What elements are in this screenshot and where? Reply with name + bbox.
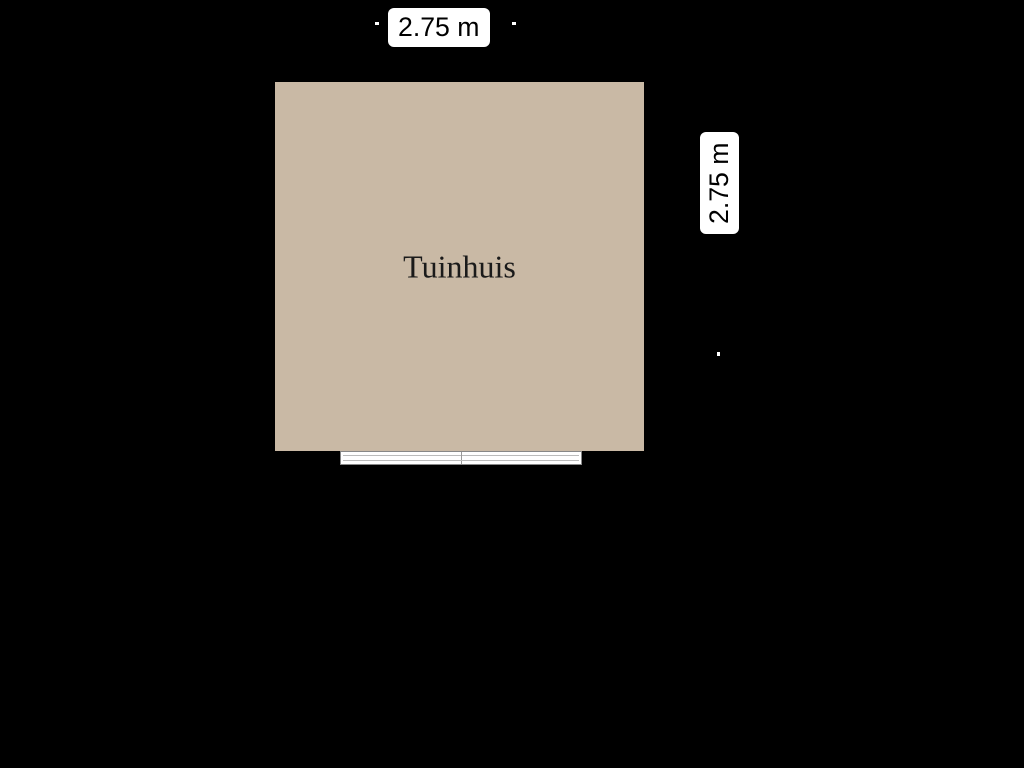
dim-top-tick-left: [375, 22, 379, 25]
room-label: Tuinhuis: [403, 248, 516, 285]
dimension-right-label: 2.75 m: [700, 133, 739, 235]
dimension-top-label: 2.75 m: [388, 8, 490, 47]
floorplan-canvas: Tuinhuis 2.75 m 2.75 m: [0, 0, 1024, 768]
door-threshold: [340, 451, 582, 465]
door-mid-divider: [461, 452, 462, 464]
dim-top-tick-right: [512, 22, 516, 25]
dim-right-tick-bottom: [717, 352, 720, 356]
